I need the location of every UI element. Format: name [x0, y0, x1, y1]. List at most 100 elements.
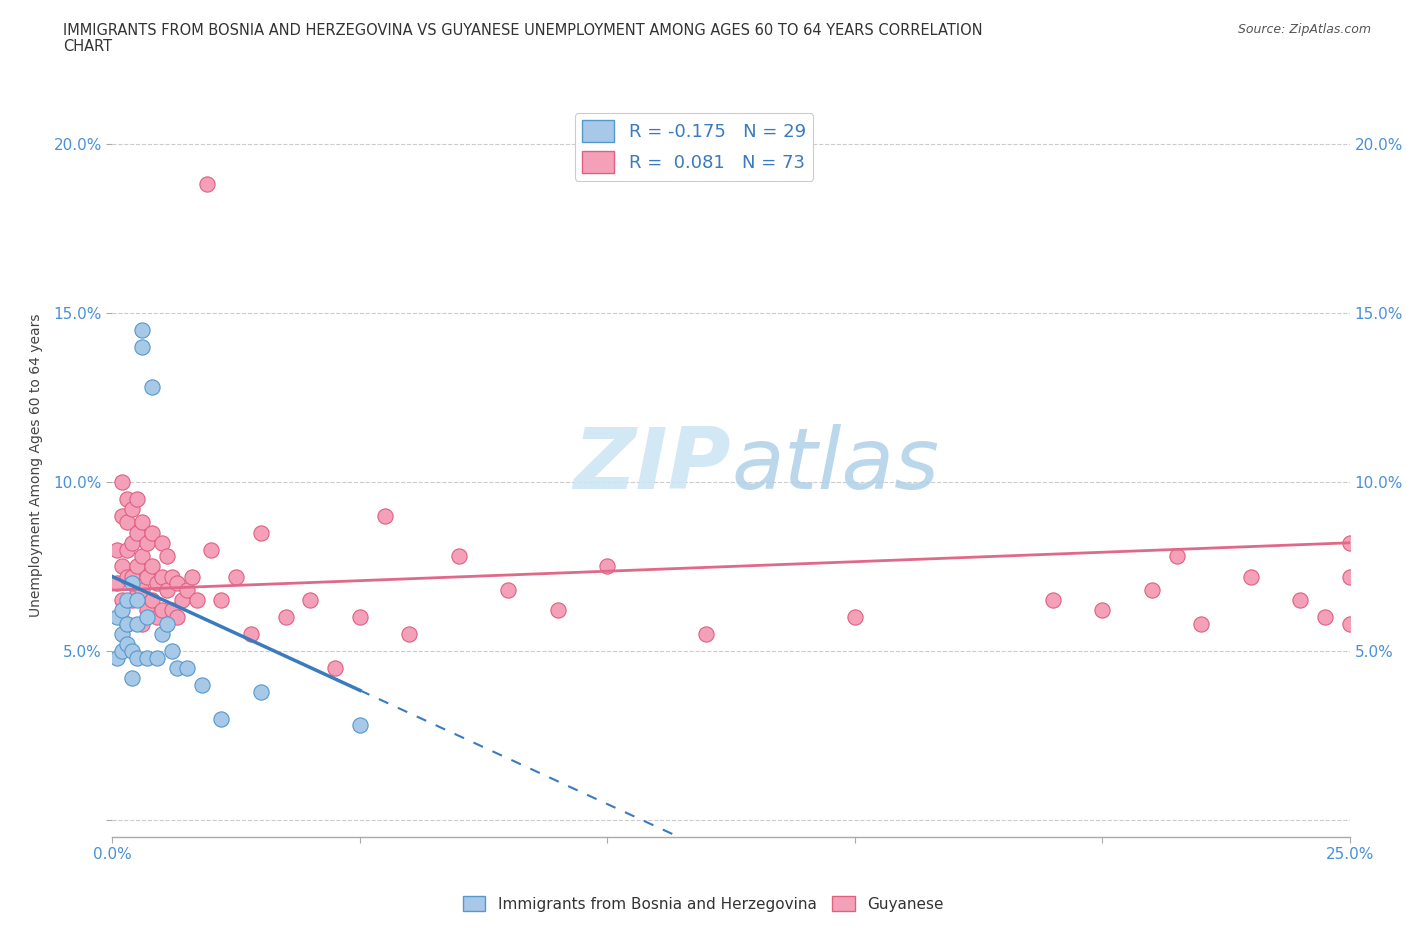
Point — [117, 491, 139, 506]
Point — [1042, 592, 1064, 607]
Point — [844, 610, 866, 625]
Point — [374, 509, 396, 524]
Point — [121, 536, 143, 551]
Point — [695, 627, 717, 642]
Point — [190, 677, 212, 692]
Point — [1140, 583, 1163, 598]
Point — [195, 177, 218, 192]
Point — [117, 637, 139, 652]
Point — [121, 576, 143, 591]
Point — [225, 569, 247, 584]
Text: Source: ZipAtlas.com: Source: ZipAtlas.com — [1237, 23, 1371, 36]
Point — [166, 576, 188, 591]
Point — [498, 583, 520, 598]
Point — [547, 603, 569, 618]
Point — [117, 617, 139, 631]
Point — [1339, 536, 1361, 551]
Text: CHART: CHART — [63, 39, 112, 54]
Point — [107, 542, 129, 557]
Point — [107, 650, 129, 665]
Point — [136, 603, 159, 618]
Point — [1189, 617, 1212, 631]
Point — [136, 536, 159, 551]
Point — [166, 660, 188, 675]
Point — [127, 617, 149, 631]
Point — [111, 474, 134, 489]
Point — [127, 559, 149, 574]
Point — [398, 627, 420, 642]
Point — [209, 592, 232, 607]
Y-axis label: Unemployment Among Ages 60 to 64 years: Unemployment Among Ages 60 to 64 years — [28, 313, 42, 617]
Point — [1339, 569, 1361, 584]
Point — [136, 650, 159, 665]
Point — [131, 323, 153, 338]
Point — [209, 711, 232, 726]
Point — [111, 627, 134, 642]
Point — [136, 610, 159, 625]
Point — [160, 644, 183, 658]
Point — [111, 559, 134, 574]
Point — [146, 610, 169, 625]
Point — [111, 603, 134, 618]
Point — [170, 592, 193, 607]
Point — [121, 644, 143, 658]
Point — [186, 592, 208, 607]
Point — [117, 592, 139, 607]
Point — [1313, 610, 1336, 625]
Point — [107, 576, 129, 591]
Point — [131, 549, 153, 564]
Point — [146, 576, 169, 591]
Point — [131, 617, 153, 631]
Point — [156, 617, 179, 631]
Point — [1240, 569, 1263, 584]
Point — [117, 542, 139, 557]
Point — [121, 501, 143, 516]
Point — [160, 603, 183, 618]
Point — [107, 610, 129, 625]
Point — [127, 583, 149, 598]
Point — [349, 718, 371, 733]
Point — [111, 644, 134, 658]
Point — [117, 617, 139, 631]
Point — [150, 627, 173, 642]
Point — [156, 549, 179, 564]
Point — [200, 542, 222, 557]
Point — [127, 491, 149, 506]
Legend: R = -0.175   N = 29, R =  0.081   N = 73: R = -0.175 N = 29, R = 0.081 N = 73 — [575, 113, 813, 180]
Text: IMMIGRANTS FROM BOSNIA AND HERZEGOVINA VS GUYANESE UNEMPLOYMENT AMONG AGES 60 TO: IMMIGRANTS FROM BOSNIA AND HERZEGOVINA V… — [63, 23, 983, 38]
Point — [166, 610, 188, 625]
Point — [180, 569, 202, 584]
Point — [117, 569, 139, 584]
Legend: Immigrants from Bosnia and Herzegovina, Guyanese: Immigrants from Bosnia and Herzegovina, … — [457, 889, 949, 918]
Point — [150, 603, 173, 618]
Point — [141, 592, 163, 607]
Point — [150, 536, 173, 551]
Point — [299, 592, 322, 607]
Point — [150, 569, 173, 584]
Point — [121, 671, 143, 685]
Point — [323, 660, 346, 675]
Point — [250, 525, 273, 540]
Point — [117, 515, 139, 530]
Point — [131, 515, 153, 530]
Point — [141, 559, 163, 574]
Point — [127, 525, 149, 540]
Point — [1289, 592, 1312, 607]
Point — [121, 569, 143, 584]
Text: ZIP: ZIP — [574, 423, 731, 507]
Point — [111, 509, 134, 524]
Point — [131, 339, 153, 354]
Point — [176, 660, 198, 675]
Point — [447, 549, 470, 564]
Point — [127, 650, 149, 665]
Point — [1339, 617, 1361, 631]
Point — [131, 583, 153, 598]
Point — [156, 583, 179, 598]
Point — [136, 569, 159, 584]
Point — [141, 379, 163, 394]
Text: atlas: atlas — [731, 423, 939, 507]
Point — [1091, 603, 1114, 618]
Point — [240, 627, 263, 642]
Point — [176, 583, 198, 598]
Point — [596, 559, 619, 574]
